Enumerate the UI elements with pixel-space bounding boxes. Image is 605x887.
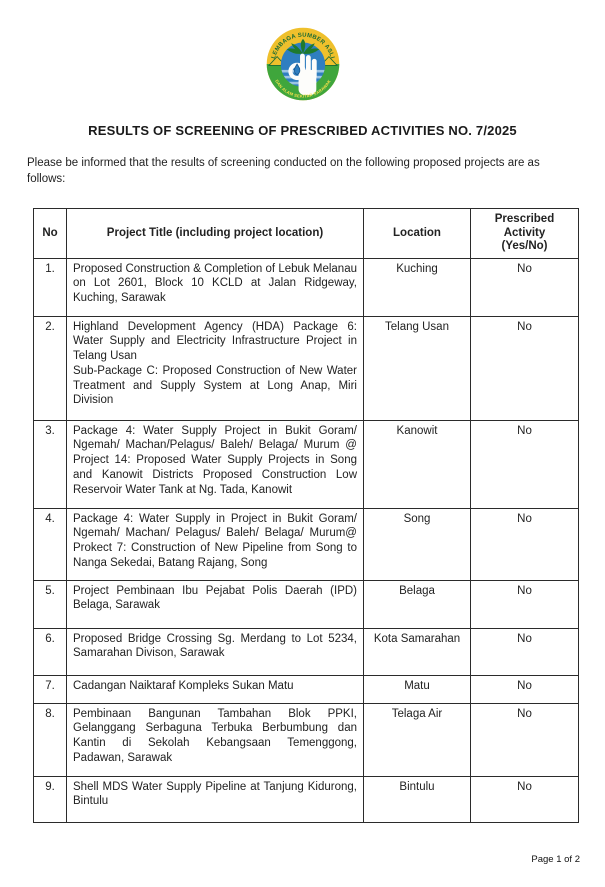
- table-row: 7. Cadangan Naiktaraf Kompleks Sukan Mat…: [33, 674, 579, 704]
- row-prescribed: No: [470, 674, 579, 704]
- row-prescribed: No: [470, 627, 579, 676]
- row-no: 9.: [33, 775, 67, 823]
- row-project-title: Proposed Bridge Crossing Sg. Merdang to …: [66, 627, 364, 676]
- col-header-no: No: [33, 208, 67, 259]
- col-header-project-title: Project Title (including project locatio…: [66, 208, 364, 259]
- col-header-location: Location: [363, 208, 471, 259]
- table-row: 4. Package 4: Water Supply in Project in…: [33, 507, 579, 581]
- water-drop-icon: [293, 63, 300, 76]
- row-no: 4.: [33, 507, 67, 581]
- row-no: 6.: [33, 627, 67, 676]
- page-title: RESULTS OF SCREENING OF PRESCRIBED ACTIV…: [88, 123, 517, 138]
- table-row: 1. Proposed Construction & Completion of…: [33, 257, 579, 317]
- row-location: Telang Usan: [363, 315, 471, 421]
- row-project-title: Pembinaan Bangunan Tambahan Blok PPKI, G…: [66, 702, 364, 777]
- row-location: Telaga Air: [363, 702, 471, 777]
- row-location: Bintulu: [363, 775, 471, 823]
- row-location: Belaga: [363, 579, 471, 629]
- table-row: 6. Proposed Bridge Crossing Sg. Merdang …: [33, 627, 579, 676]
- table-row: 8. Pembinaan Bangunan Tambahan Blok PPKI…: [33, 702, 579, 777]
- row-project-title: Package 4: Water Supply Project in Bukit…: [66, 419, 364, 509]
- row-prescribed: No: [470, 507, 579, 581]
- row-no: 8.: [33, 702, 67, 777]
- row-location: Matu: [363, 674, 471, 704]
- row-project-title: Shell MDS Water Supply Pipeline at Tanju…: [66, 775, 364, 823]
- agency-logo-icon: LEMBAGA SUMBER ASLI DAN ALAM SEKITAR SAR…: [266, 27, 339, 101]
- plant-icon: [286, 38, 319, 54]
- row-prescribed: No: [470, 702, 579, 777]
- screening-table: No Project Title (including project loca…: [33, 208, 579, 823]
- row-location: Song: [363, 507, 471, 581]
- row-no: 3.: [33, 419, 67, 509]
- col-header-prescribed: Prescribed Activity (Yes/No): [470, 208, 579, 259]
- row-location: Kanowit: [363, 419, 471, 509]
- row-location: Kota Samarahan: [363, 627, 471, 676]
- row-no: 1.: [33, 257, 67, 317]
- page-number: Page 1 of 2: [531, 854, 580, 865]
- row-prescribed: No: [470, 315, 579, 421]
- row-prescribed: No: [470, 579, 579, 629]
- table-header-row: No Project Title (including project loca…: [33, 208, 579, 259]
- logo-container: LEMBAGA SUMBER ASLI DAN ALAM SEKITAR SAR…: [0, 0, 605, 101]
- table-row: 5. Project Pembinaan Ibu Pejabat Polis D…: [33, 579, 579, 629]
- intro-text: Please be informed that the results of s…: [27, 157, 540, 185]
- row-no: 7.: [33, 674, 67, 704]
- row-location: Kuching: [363, 257, 471, 317]
- row-project-title: Package 4: Water Supply in Project in Bu…: [66, 507, 364, 581]
- row-project-title: Cadangan Naiktaraf Kompleks Sukan Matu: [66, 674, 364, 704]
- row-project-title: Proposed Construction & Completion of Le…: [66, 257, 364, 317]
- row-prescribed: No: [470, 257, 579, 317]
- row-prescribed: No: [470, 775, 579, 823]
- row-no: 2.: [33, 315, 67, 421]
- row-no: 5.: [33, 579, 67, 629]
- row-prescribed: No: [470, 419, 579, 509]
- table-row: 2. Highland Development Agency (HDA) Pac…: [33, 315, 579, 421]
- table-row: 9. Shell MDS Water Supply Pipeline at Ta…: [33, 775, 579, 823]
- row-project-title: Project Pembinaan Ibu Pejabat Polis Daer…: [66, 579, 364, 629]
- row-project-title: Highland Development Agency (HDA) Packag…: [66, 315, 364, 421]
- table-row: 3. Package 4: Water Supply Project in Bu…: [33, 419, 579, 509]
